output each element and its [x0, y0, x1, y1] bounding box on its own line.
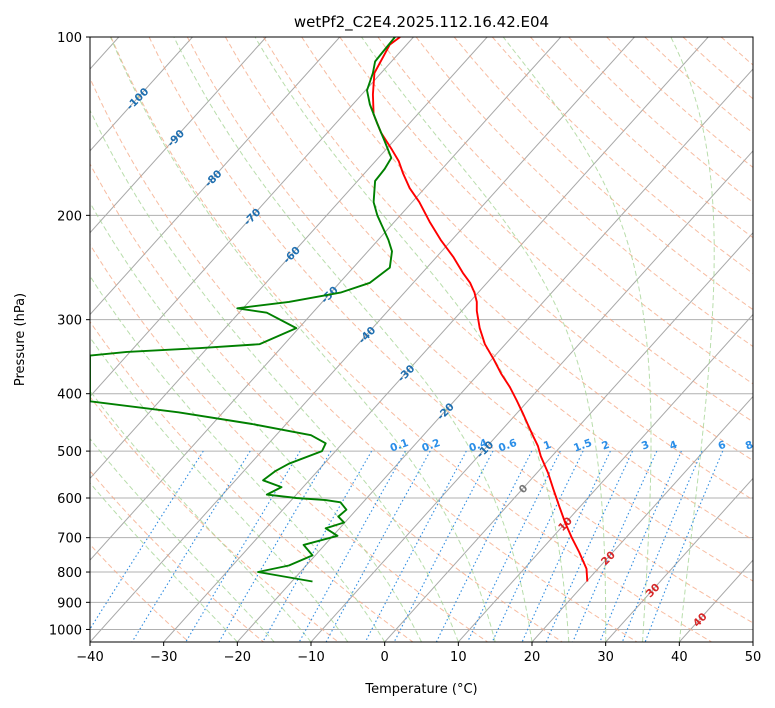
mixing-ratio-line [491, 450, 584, 642]
mixing-ratio-label: 0.2 [420, 437, 442, 455]
dry-adiabat [377, 37, 753, 385]
y-tick-label: 100 [57, 31, 82, 46]
mixing-ratio-label: 0.1 [389, 437, 411, 455]
plot-frame [89, 36, 754, 643]
y-tick-label: 700 [57, 532, 82, 547]
dry-adiabat [90, 76, 638, 642]
isotherm-line [90, 37, 193, 152]
isotherm-line [163, 37, 709, 642]
moist-adiabat [254, 37, 570, 642]
x-tick-label: −40 [76, 650, 103, 665]
x-tick-label: 10 [450, 650, 467, 665]
moist-adiabat [502, 37, 652, 642]
moist-adiabat [670, 37, 715, 642]
moist-adiabat [90, 390, 312, 642]
x-tick-label: 0 [381, 650, 389, 665]
isotherm-line [605, 477, 753, 642]
x-tick-label: 20 [524, 650, 541, 665]
x-axis-label: Temperature (°C) [364, 682, 477, 697]
isotherm-line [531, 395, 753, 642]
dry-adiabat [90, 470, 264, 642]
moist-adiabat [110, 37, 496, 642]
dry-adiabat [110, 37, 712, 642]
dry-adiabat [339, 37, 753, 423]
x-tick-label: −20 [224, 650, 251, 665]
mixing-ratio-line [621, 450, 703, 642]
mixing-ratio-line [364, 450, 467, 642]
isotherm-line [384, 232, 753, 642]
mixing-ratio-label: 2 [600, 439, 611, 453]
y-tick-label: 400 [57, 388, 82, 403]
mixing-ratio-line [262, 450, 373, 642]
moist-adiabat [90, 109, 459, 642]
mixing-ratio-label: 0.4 [467, 437, 489, 455]
isotherm-line [90, 37, 562, 561]
mixing-ratio-label: 8 [744, 439, 755, 453]
isotherm-line [90, 37, 341, 316]
mixing-ratio-line [435, 450, 533, 642]
isotherm-line [457, 313, 753, 642]
isotherm-line [90, 37, 267, 234]
isotherm-line [90, 37, 635, 642]
mixing-ratio-label: 6 [717, 439, 728, 453]
dry-adiabat [148, 37, 753, 624]
mixing-ratio-line [521, 450, 611, 642]
chart-title: wetPf2_C2E4.2025.112.16.42.E04 [294, 13, 549, 32]
temperature-profile-line [371, 37, 589, 582]
x-tick-label: 40 [671, 650, 688, 665]
dry-adiabat [301, 37, 753, 462]
dry-adiabat [263, 37, 753, 501]
y-tick-label: 800 [57, 566, 82, 581]
isotherm-line [90, 37, 414, 398]
dry-adiabat [90, 396, 339, 642]
mixing-ratio-line [131, 450, 251, 642]
x-tick-label: 30 [597, 650, 614, 665]
y-tick-label: 200 [57, 209, 82, 224]
x-tick-label: −10 [297, 650, 324, 665]
dry-adiabat [90, 243, 488, 642]
moist-adiabat [90, 275, 386, 642]
isotherm-line [236, 68, 753, 642]
isotherm-line [90, 37, 488, 480]
moist-adiabat [173, 37, 533, 642]
mixing-ratio-line [325, 450, 431, 642]
mixing-ratio-label: 4 [668, 439, 679, 453]
mixing-ratio-label: 1.5 [572, 437, 594, 455]
isotherm-line [310, 150, 753, 642]
mixing-ratio-line [393, 450, 494, 642]
mixing-ratio-label: 0.6 [497, 437, 519, 455]
moist-adiabat [361, 37, 607, 642]
mixing-ratio-line [545, 450, 633, 642]
mixing-ratio-label: 3 [640, 439, 651, 453]
y-axis-label: Pressure (hPa) [13, 293, 28, 386]
mixing-ratio-line [467, 450, 561, 642]
x-tick-label: 50 [745, 650, 762, 665]
dry-adiabat [415, 37, 753, 348]
y-tick-label: 600 [57, 492, 82, 507]
y-tick-label: 1000 [49, 623, 82, 638]
mixing-ratio-line [298, 450, 406, 642]
dry-adiabat [90, 320, 414, 642]
y-tick-label: 300 [57, 314, 82, 329]
moist-adiabat [90, 437, 275, 642]
y-tick-label: 900 [57, 596, 82, 611]
mixing-ratio-label: 1 [542, 439, 553, 453]
x-tick-label: −30 [150, 650, 177, 665]
moist-adiabat [90, 201, 422, 642]
dewpoint-profile-line [90, 37, 396, 583]
moist-adiabat [90, 482, 238, 642]
mixing-ratio-line [644, 450, 724, 642]
dry-adiabat [90, 543, 190, 642]
y-tick-label: 500 [57, 445, 82, 460]
